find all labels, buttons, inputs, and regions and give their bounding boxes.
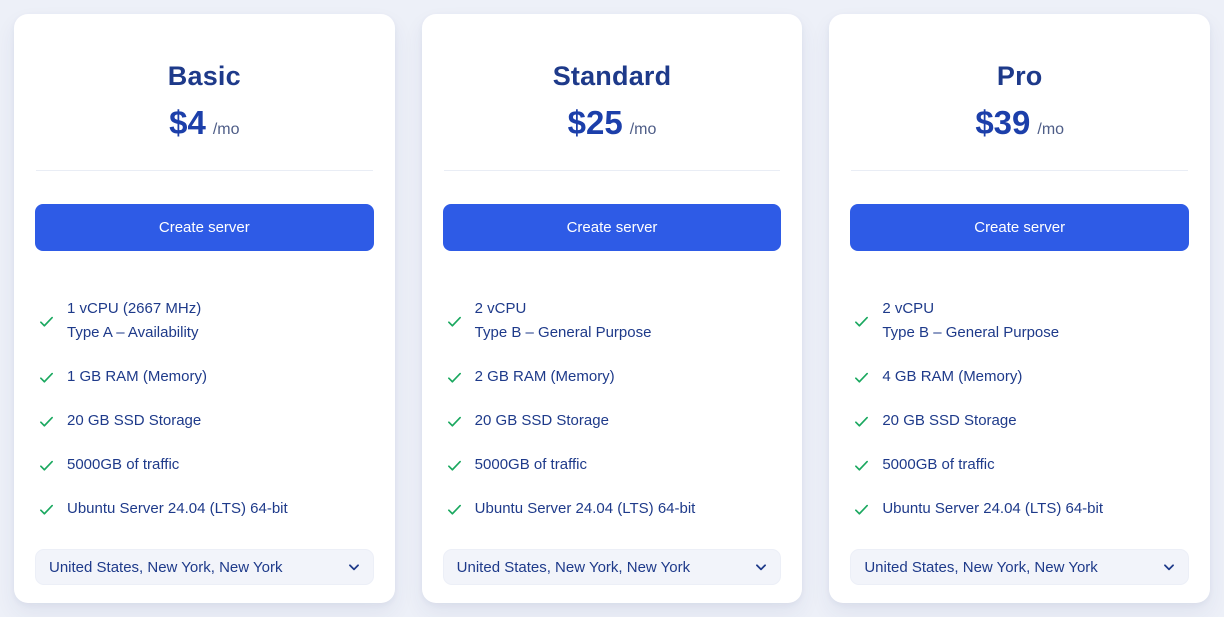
- feature-list: 2 vCPU Type B – General Purpose 4 GB RAM…: [853, 297, 1188, 541]
- feature-line: Type B – General Purpose: [474, 324, 652, 341]
- feature-line: 5000GB of traffic: [882, 456, 995, 473]
- feature-item-storage: 20 GB SSD Storage: [38, 409, 373, 433]
- location-select-wrap: United States, New York, New York: [442, 549, 782, 585]
- check-icon: [446, 369, 463, 386]
- feature-line: 20 GB SSD Storage: [67, 412, 202, 429]
- feature-line: 2 vCPU: [474, 300, 527, 317]
- feature-item-cpu: 1 vCPU (2667 MHz) Type A – Availability: [38, 297, 373, 345]
- feature-text: 2 vCPU Type B – General Purpose: [475, 297, 652, 345]
- feature-line: 2 vCPU: [882, 300, 935, 317]
- feature-item-os: Ubuntu Server 24.04 (LTS) 64-bit: [446, 497, 781, 521]
- location-select[interactable]: United States, New York, New York: [35, 549, 374, 585]
- feature-text: Ubuntu Server 24.04 (LTS) 64-bit: [475, 497, 696, 521]
- pricing-card-standard: Standard $25 /mo Create server 2 vCPU Ty…: [421, 14, 803, 603]
- feature-line: 5000GB of traffic: [67, 456, 180, 473]
- location-select[interactable]: United States, New York, New York: [850, 549, 1190, 585]
- feature-item-ram: 2 GB RAM (Memory): [446, 365, 781, 389]
- plan-title: Pro: [996, 61, 1043, 91]
- feature-line: 4 GB RAM (Memory): [882, 368, 1023, 385]
- check-icon: [38, 369, 55, 386]
- divider: [851, 170, 1189, 171]
- feature-item-traffic: 5000GB of traffic: [446, 453, 781, 477]
- check-icon: [853, 313, 870, 330]
- location-select-wrap: United States, New York, New York: [850, 549, 1190, 585]
- check-icon: [38, 313, 55, 330]
- feature-text: Ubuntu Server 24.04 (LTS) 64-bit: [67, 497, 288, 521]
- check-icon: [446, 313, 463, 330]
- check-icon: [853, 501, 870, 518]
- feature-item-storage: 20 GB SSD Storage: [853, 409, 1188, 433]
- feature-text: Ubuntu Server 24.04 (LTS) 64-bit: [882, 497, 1103, 521]
- feature-line: Ubuntu Server 24.04 (LTS) 64-bit: [882, 500, 1104, 517]
- check-icon: [853, 457, 870, 474]
- feature-text: 2 vCPU Type B – General Purpose: [882, 297, 1059, 345]
- feature-text: 2 GB RAM (Memory): [475, 365, 615, 389]
- check-icon: [446, 457, 463, 474]
- feature-item-ram: 1 GB RAM (Memory): [38, 365, 373, 389]
- feature-item-ram: 4 GB RAM (Memory): [853, 365, 1188, 389]
- feature-list: 2 vCPU Type B – General Purpose 2 GB RAM…: [446, 297, 781, 541]
- check-icon: [38, 457, 55, 474]
- create-server-button[interactable]: Create server: [35, 204, 374, 251]
- location-select[interactable]: United States, New York, New York: [442, 549, 782, 585]
- location-select-wrap: United States, New York, New York: [35, 549, 374, 585]
- feature-item-cpu: 2 vCPU Type B – General Purpose: [853, 297, 1188, 345]
- feature-item-cpu: 2 vCPU Type B – General Purpose: [446, 297, 781, 345]
- feature-line: 1 GB RAM (Memory): [67, 368, 208, 385]
- check-icon: [446, 413, 463, 430]
- feature-list: 1 vCPU (2667 MHz) Type A – Availability …: [38, 297, 373, 541]
- check-icon: [853, 413, 870, 430]
- feature-text: 5000GB of traffic: [882, 453, 994, 477]
- feature-text: 1 vCPU (2667 MHz) Type A – Availability: [67, 297, 201, 345]
- feature-item-traffic: 5000GB of traffic: [38, 453, 373, 477]
- feature-line: 2 GB RAM (Memory): [474, 368, 615, 385]
- check-icon: [38, 501, 55, 518]
- plan-price: $4 /mo: [14, 104, 395, 146]
- check-icon: [38, 413, 55, 430]
- feature-line: 5000GB of traffic: [474, 456, 587, 473]
- feature-text: 5000GB of traffic: [67, 453, 179, 477]
- feature-line: Type A – Availability: [67, 324, 199, 341]
- price-amount: $25: [567, 104, 623, 141]
- plan-price: $39 /mo: [829, 104, 1210, 146]
- feature-line: Ubuntu Server 24.04 (LTS) 64-bit: [67, 500, 288, 517]
- create-server-button[interactable]: Create server: [442, 204, 782, 251]
- feature-line: 20 GB SSD Storage: [882, 412, 1017, 429]
- price-amount: $4: [169, 104, 206, 141]
- feature-line: Ubuntu Server 24.04 (LTS) 64-bit: [474, 500, 696, 517]
- feature-text: 5000GB of traffic: [475, 453, 587, 477]
- feature-text: 20 GB SSD Storage: [67, 409, 201, 433]
- price-period: /mo: [629, 121, 657, 138]
- feature-line: Type B – General Purpose: [882, 324, 1060, 341]
- plan-title: Standard: [552, 61, 672, 91]
- feature-line: 20 GB SSD Storage: [474, 412, 609, 429]
- price-period: /mo: [1037, 121, 1065, 138]
- feature-text: 20 GB SSD Storage: [882, 409, 1016, 433]
- create-server-button[interactable]: Create server: [850, 204, 1190, 251]
- plan-title: Basic: [167, 61, 241, 91]
- check-icon: [446, 501, 463, 518]
- feature-line: 1 vCPU (2667 MHz): [67, 300, 202, 317]
- feature-text: 1 GB RAM (Memory): [67, 365, 207, 389]
- feature-text: 4 GB RAM (Memory): [882, 365, 1022, 389]
- feature-item-traffic: 5000GB of traffic: [853, 453, 1188, 477]
- feature-item-storage: 20 GB SSD Storage: [446, 409, 781, 433]
- divider: [36, 170, 373, 171]
- pricing-card-pro: Pro $39 /mo Create server 2 vCPU Type B …: [829, 14, 1211, 603]
- feature-text: 20 GB SSD Storage: [475, 409, 609, 433]
- pricing-card-basic: Basic $4 /mo Create server 1 vCPU (2667 …: [14, 14, 395, 603]
- feature-item-os: Ubuntu Server 24.04 (LTS) 64-bit: [38, 497, 373, 521]
- divider: [443, 170, 781, 171]
- price-amount: $39: [975, 104, 1031, 141]
- price-period: /mo: [212, 121, 240, 138]
- feature-item-os: Ubuntu Server 24.04 (LTS) 64-bit: [853, 497, 1188, 521]
- plan-price: $25 /mo: [422, 104, 803, 146]
- check-icon: [853, 369, 870, 386]
